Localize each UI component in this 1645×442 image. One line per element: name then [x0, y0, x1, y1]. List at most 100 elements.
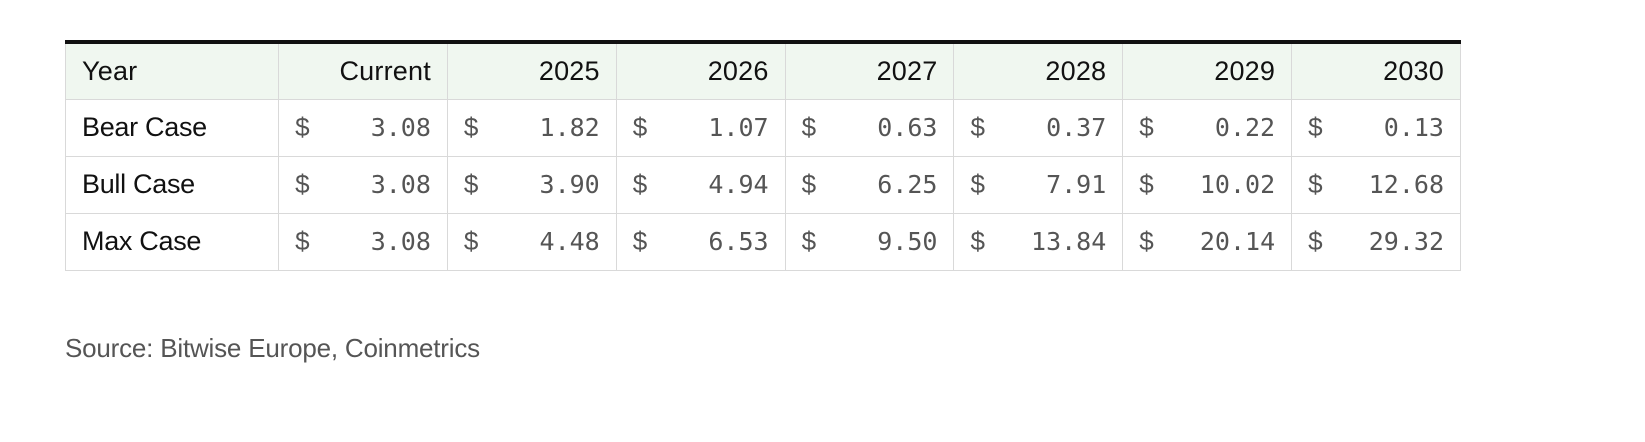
cell-content: $6.25: [802, 169, 938, 200]
column-header-label: Year: [64, 41, 280, 100]
cell-content: $6.53: [633, 226, 769, 257]
currency-symbol: $: [1308, 226, 1323, 256]
cell-content: $9.50: [802, 226, 938, 257]
column-header-year: 2028: [953, 41, 1124, 100]
table-row: Bull Case $3.08 $3.90 $4.94 $6.25 $7.91 $10.02…: [64, 155, 1461, 214]
table-cell: $3.08: [278, 155, 448, 214]
cell-value: 4.48: [539, 227, 600, 256]
currency-symbol: $: [295, 169, 310, 199]
cell-content: $0.37: [970, 112, 1106, 143]
currency-symbol: $: [970, 169, 985, 199]
table-cell: $9.50: [784, 212, 955, 271]
cell-content: $4.48: [464, 226, 600, 257]
cell-value: 4.94: [708, 170, 769, 199]
cell-value: 6.53: [708, 227, 769, 256]
row-label: Bear Case: [64, 98, 280, 157]
currency-symbol: $: [295, 112, 310, 142]
table-body: Bear Case $3.08 $1.82 $1.07 $0.63 $0.37 $0.22 $…: [64, 98, 1461, 271]
row-label: Bull Case: [64, 155, 280, 214]
cell-value: 13.84: [1031, 227, 1107, 256]
table-cell: $4.48: [446, 212, 617, 271]
currency-symbol: $: [1139, 169, 1154, 199]
currency-symbol: $: [801, 112, 817, 142]
column-header-year: 2030: [1291, 41, 1461, 100]
currency-symbol: $: [801, 226, 817, 256]
forecast-table-container: Year Current 2025 2026 2027 2028 2029 2030 Bear…: [64, 40, 1461, 271]
cell-content: $13.84: [970, 226, 1106, 257]
table-cell: $0.37: [953, 98, 1124, 157]
cell-value: 10.02: [1199, 170, 1276, 199]
cell-content: $0.63: [802, 112, 938, 143]
table-cell: $0.22: [1122, 98, 1293, 157]
cell-value: 1.07: [708, 113, 769, 142]
table-cell: $29.32: [1291, 212, 1461, 271]
cell-content: $0.13: [1308, 112, 1444, 143]
table-cell: $3.08: [278, 98, 448, 157]
table-cell: $4.94: [615, 155, 786, 214]
currency-symbol: $: [1308, 169, 1323, 199]
table-cell: $0.13: [1291, 98, 1461, 157]
table-cell: $6.25: [784, 155, 955, 214]
table-cell: $13.84: [953, 212, 1124, 271]
currency-symbol: $: [463, 169, 479, 199]
cell-value: 6.25: [877, 170, 938, 199]
cell-value: 0.13: [1383, 113, 1444, 142]
table-cell: $7.91: [953, 155, 1124, 214]
cell-content: $3.08: [295, 112, 431, 143]
cell-value: 1.82: [539, 113, 600, 142]
cell-content: $4.94: [633, 169, 769, 200]
currency-symbol: $: [1139, 226, 1154, 256]
table-cell: $20.14: [1122, 212, 1293, 271]
table-cell: $10.02: [1122, 155, 1293, 214]
cell-value: 29.32: [1368, 227, 1444, 256]
table-cell: $0.63: [784, 98, 955, 157]
currency-symbol: $: [1308, 112, 1323, 142]
cell-value: 9.50: [877, 227, 938, 256]
cell-content: $1.07: [633, 112, 769, 143]
currency-symbol: $: [632, 169, 648, 199]
cell-content: $12.68: [1308, 169, 1444, 200]
table-cell: $1.07: [615, 98, 786, 157]
currency-symbol: $: [632, 226, 648, 256]
cell-value: 0.22: [1214, 113, 1276, 142]
column-header-year: 2026: [615, 41, 786, 100]
cell-value: 0.63: [877, 113, 938, 142]
table-cell: $6.53: [615, 212, 786, 271]
cell-content: $1.82: [464, 112, 600, 143]
currency-symbol: $: [1139, 112, 1154, 142]
cell-value: 3.08: [370, 227, 431, 256]
table-header-row: Year Current 2025 2026 2027 2028 2029 2030: [64, 41, 1461, 100]
cell-value: 12.68: [1368, 170, 1444, 199]
forecast-table: Year Current 2025 2026 2027 2028 2029 2030 Bear…: [64, 40, 1461, 271]
cell-content: $29.32: [1308, 226, 1444, 257]
cell-content: $10.02: [1139, 169, 1275, 200]
row-label: Max Case: [64, 212, 280, 271]
cell-content: $3.90: [464, 169, 600, 200]
cell-content: $3.08: [295, 169, 431, 200]
column-header-year: 2027: [784, 41, 955, 100]
table-row: Max Case $3.08 $4.48 $6.53 $9.50 $13.84 $20.14…: [64, 212, 1461, 271]
cell-value: 3.08: [370, 113, 431, 142]
cell-content: $20.14: [1139, 226, 1275, 257]
table-cell: $3.08: [278, 212, 448, 271]
cell-value: 3.08: [370, 170, 431, 199]
cell-content: $3.08: [295, 226, 431, 257]
currency-symbol: $: [295, 226, 310, 256]
cell-value: 20.14: [1199, 227, 1276, 256]
table-cell: $12.68: [1291, 155, 1461, 214]
table-cell: $3.90: [446, 155, 617, 214]
cell-value: 7.91: [1046, 170, 1107, 199]
currency-symbol: $: [970, 112, 985, 142]
table-cell: $1.82: [446, 98, 617, 157]
currency-symbol: $: [801, 169, 817, 199]
currency-symbol: $: [970, 226, 985, 256]
cell-value: 3.90: [539, 170, 600, 199]
cell-value: 0.37: [1046, 113, 1107, 142]
cell-content: $0.22: [1139, 112, 1275, 143]
cell-content: $7.91: [970, 169, 1106, 200]
currency-symbol: $: [463, 226, 479, 256]
currency-symbol: $: [463, 112, 479, 142]
currency-symbol: $: [632, 112, 648, 142]
column-header-year: Current: [278, 41, 448, 100]
column-header-year: 2029: [1122, 41, 1293, 100]
